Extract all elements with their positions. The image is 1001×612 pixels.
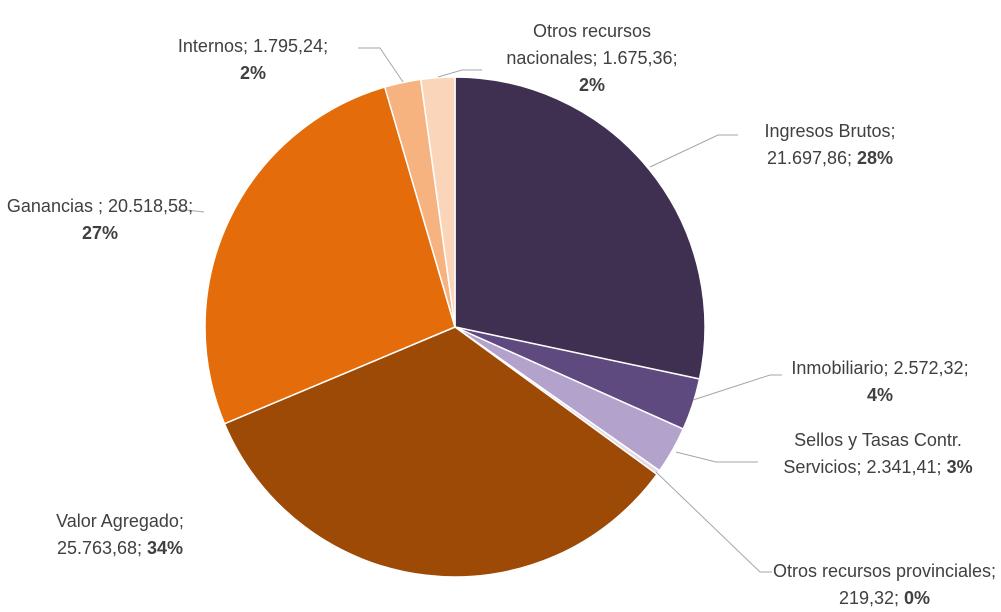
slice [454,76,706,380]
category-label: Otros recursos nacionales [506,21,652,68]
category-label: Valor Agregado [56,511,179,531]
leader-line [655,471,772,573]
category-label: Sellos y Tasas Contr. Servicios [783,430,962,477]
leader-line [692,374,782,401]
data-label: Ingresos Brutos; 21.697,86; 28% [740,118,920,172]
data-label: Otros recursos nacionales; 1.675,36; 2% [492,18,692,99]
data-label: Sellos y Tasas Contr. Servicios; 2.341,4… [773,427,983,481]
leader-line [176,209,205,213]
separator: ; [242,36,253,56]
percent-label: 34% [147,538,184,558]
percent-label: 2% [239,63,266,83]
category-label: Inmobiliario [791,358,884,378]
data-label: Internos; 1.795,24; 2% [163,33,343,87]
category-label: Ingresos Brutos [764,121,891,141]
data-label: Valor Agregado; 25.763,68; 34% [20,508,220,562]
leader-line [358,47,404,83]
percent-label: 4% [866,385,893,405]
separator: ; [592,48,603,68]
percent-label: 28% [857,148,894,168]
data-label: Otros recursos provinciales; 219,32; 0% [772,558,997,612]
leader-line [675,451,758,463]
data-label: Inmobiliario; 2.572,32; 4% [790,355,970,409]
separator: ; [963,358,969,378]
chart [176,47,782,578]
separator: ; [188,196,194,216]
separator: ; [97,196,108,216]
page: Ingresos Brutos; 21.697,86; 28% Inmobilia… [0,18,997,608]
slice [204,86,456,425]
percent-label: 3% [946,457,973,477]
slice [419,76,456,328]
value-label: 2.572,32 [893,358,964,378]
leader-line [649,134,738,168]
value-label: 1.675,36 [602,48,673,68]
separator: ; [936,457,947,477]
percent-label: 2% [578,75,605,95]
category-label: Internos [177,36,243,56]
percent-label: 27% [81,223,119,243]
value-label: 219,32 [838,588,895,608]
category-label: Otros recursos provinciales [772,561,992,581]
data-label: Ganancias ; 20.518,58; 27% [0,193,200,247]
separator: ; [847,148,858,168]
separator: ; [178,511,184,531]
separator: ; [883,358,894,378]
slice [223,326,658,578]
separator: ; [856,457,867,477]
separator: ; [991,561,997,581]
separator: ; [894,588,905,608]
separator: ; [890,121,896,141]
value-label: 1.795,24 [252,36,324,56]
separator: ; [137,538,148,558]
value-label: 21.697,86 [766,148,848,168]
value-label: 25.763,68 [56,538,138,558]
leader-line [437,69,482,78]
value-label: 20.518,58 [107,196,189,216]
slices [204,76,706,578]
separator: ; [672,48,678,68]
value-label: 2.341,41 [866,457,937,477]
category-label: Ganancias [6,196,98,216]
separator: ; [323,36,329,56]
percent-label: 0% [904,588,931,608]
